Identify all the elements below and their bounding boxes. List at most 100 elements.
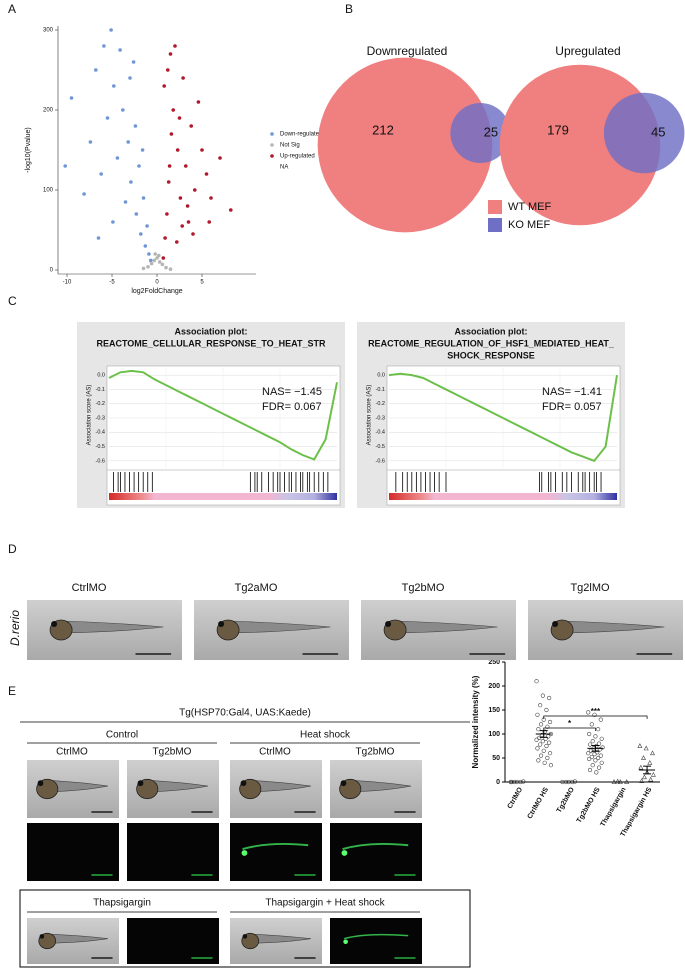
y-tick-label: -0.6 xyxy=(376,458,385,464)
fish-eye xyxy=(340,780,347,787)
bottom-box xyxy=(19,889,471,968)
image-label: Tg2lMO xyxy=(570,582,610,594)
point xyxy=(587,742,593,747)
y-tick-label: 0 xyxy=(50,268,54,274)
venn-title: Upregulated xyxy=(555,44,620,58)
legend-marker xyxy=(270,154,274,158)
point xyxy=(540,693,545,698)
point xyxy=(592,752,597,757)
venn-count: 179 xyxy=(547,122,569,137)
fish-eye xyxy=(552,621,559,627)
fish-eye xyxy=(137,780,144,787)
point xyxy=(218,156,222,160)
point xyxy=(139,232,143,236)
point xyxy=(547,695,552,701)
fish-tail xyxy=(227,620,331,634)
image-bg xyxy=(127,823,219,881)
micrograph xyxy=(361,600,516,660)
point xyxy=(587,767,593,773)
legend-label: KO MEF xyxy=(508,219,550,231)
point xyxy=(204,172,209,176)
point xyxy=(545,724,550,729)
point xyxy=(109,28,113,32)
annotation: FDR= 0.057 xyxy=(542,401,602,413)
point xyxy=(165,212,169,216)
point xyxy=(540,739,545,744)
point xyxy=(541,748,546,753)
image-label: Tg2bMO xyxy=(402,582,445,594)
panel-label: A xyxy=(8,2,16,16)
panel-label: B xyxy=(345,2,353,16)
point xyxy=(643,745,649,751)
venn-title: Downregulated xyxy=(367,44,448,58)
point xyxy=(134,212,139,216)
y-tick-label: -0.3 xyxy=(96,415,105,421)
point xyxy=(639,778,645,783)
legend-swatch xyxy=(488,218,502,232)
point xyxy=(648,776,654,782)
point xyxy=(168,52,173,56)
fish-eye xyxy=(39,934,45,939)
image-label: CtrlMO xyxy=(259,747,291,758)
point xyxy=(112,84,116,88)
fish-tail xyxy=(561,620,665,634)
point xyxy=(548,763,554,768)
micrograph xyxy=(330,823,422,881)
point xyxy=(168,267,173,272)
panel-label: D xyxy=(8,542,17,556)
point xyxy=(99,172,103,176)
fish-eye xyxy=(37,780,44,787)
point xyxy=(128,76,132,80)
point xyxy=(534,737,539,742)
point xyxy=(164,265,168,270)
point xyxy=(126,140,130,144)
point xyxy=(586,710,591,715)
y-tick-label: 150 xyxy=(488,707,500,714)
fish-tail xyxy=(146,779,209,793)
micrograph xyxy=(27,918,119,964)
point xyxy=(207,220,211,224)
y-axis-label: Association score (AS) xyxy=(87,385,93,446)
point xyxy=(131,60,136,64)
point xyxy=(547,751,553,756)
micrograph xyxy=(230,760,322,818)
point xyxy=(140,148,145,152)
x-tick-label: Tg2bMO xyxy=(556,786,576,814)
point xyxy=(177,116,182,120)
x-tick-label: -10 xyxy=(63,280,72,286)
y-tick-label: -0.6 xyxy=(96,458,105,464)
point xyxy=(166,68,170,72)
y-tick-label: 200 xyxy=(43,108,54,114)
fish-tail xyxy=(349,779,412,793)
point xyxy=(157,260,162,264)
x-tick-label: Tg2bMO HS xyxy=(576,786,602,824)
fish-tail xyxy=(60,620,164,634)
point xyxy=(184,164,188,168)
venn-set xyxy=(450,103,511,163)
panel-header: Tg(HSP70:Gal4, UAS:Kaede) xyxy=(179,708,311,719)
fish-eye xyxy=(242,934,248,939)
point xyxy=(63,164,67,168)
micrograph xyxy=(194,600,349,660)
y-tick-label: -0.1 xyxy=(376,387,385,393)
legend-marker xyxy=(270,143,274,147)
plot-title: Association plot: xyxy=(454,326,527,336)
annotation: NAS= −1.41 xyxy=(542,386,602,398)
point xyxy=(597,747,603,752)
point xyxy=(535,746,540,751)
y-tick-label: -0.4 xyxy=(376,430,385,436)
point xyxy=(596,765,602,770)
point xyxy=(137,164,141,168)
point xyxy=(538,703,543,708)
point xyxy=(544,743,549,749)
point xyxy=(185,204,190,208)
point xyxy=(180,224,184,228)
plot-title: REACTOME_REGULATION_OF_HSF1_MEDIATED_HEA… xyxy=(368,338,615,348)
point xyxy=(596,755,601,761)
x-tick-label: CtrlMO xyxy=(507,786,525,810)
x-tick-label: 5 xyxy=(200,280,204,286)
rank-strip xyxy=(109,493,337,500)
point xyxy=(143,244,148,248)
fish-eye xyxy=(218,621,225,627)
point xyxy=(545,755,550,761)
